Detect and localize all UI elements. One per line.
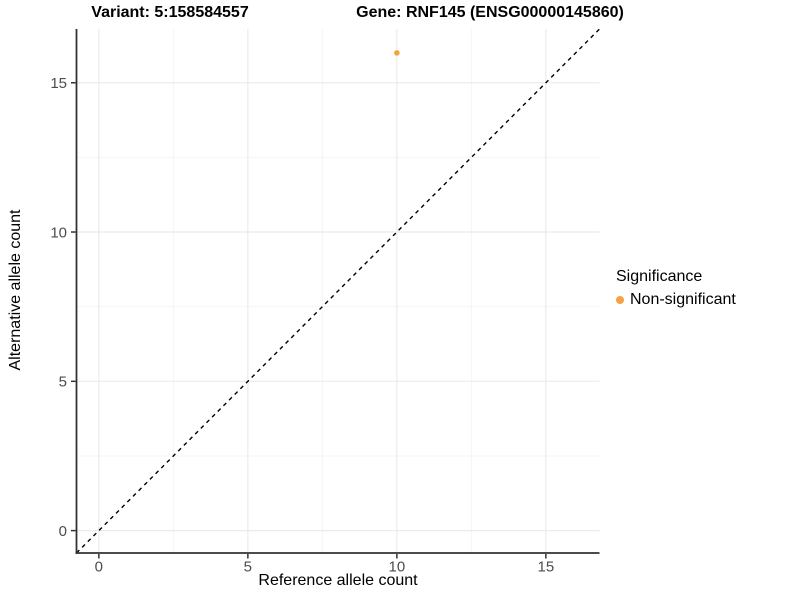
y-tick-label: 10: [50, 224, 67, 241]
x-tick-label: 15: [538, 559, 555, 576]
x-tick-label: 5: [244, 559, 252, 576]
x-tick-label: 0: [95, 559, 103, 576]
legend-point-icon: [616, 296, 624, 304]
legend: Significance Non-significant: [616, 268, 736, 309]
y-tick-label: 0: [59, 523, 67, 540]
legend-entry-label: Non-significant: [630, 291, 736, 308]
plot-title-gene: Gene: RNF145 (ENSG00000145860): [356, 4, 624, 21]
y-tick-label: 15: [50, 75, 67, 92]
identity-line: [76, 28, 600, 554]
x-tick-label: 10: [389, 559, 406, 576]
x-axis-title: Reference allele count: [258, 572, 418, 589]
legend-entry: Non-significant: [616, 291, 736, 309]
legend-title: Significance: [616, 268, 703, 285]
y-tick-label: 5: [59, 374, 67, 391]
data-point: [394, 50, 400, 56]
plot-title-variant: Variant: 5:158584557: [91, 4, 249, 21]
